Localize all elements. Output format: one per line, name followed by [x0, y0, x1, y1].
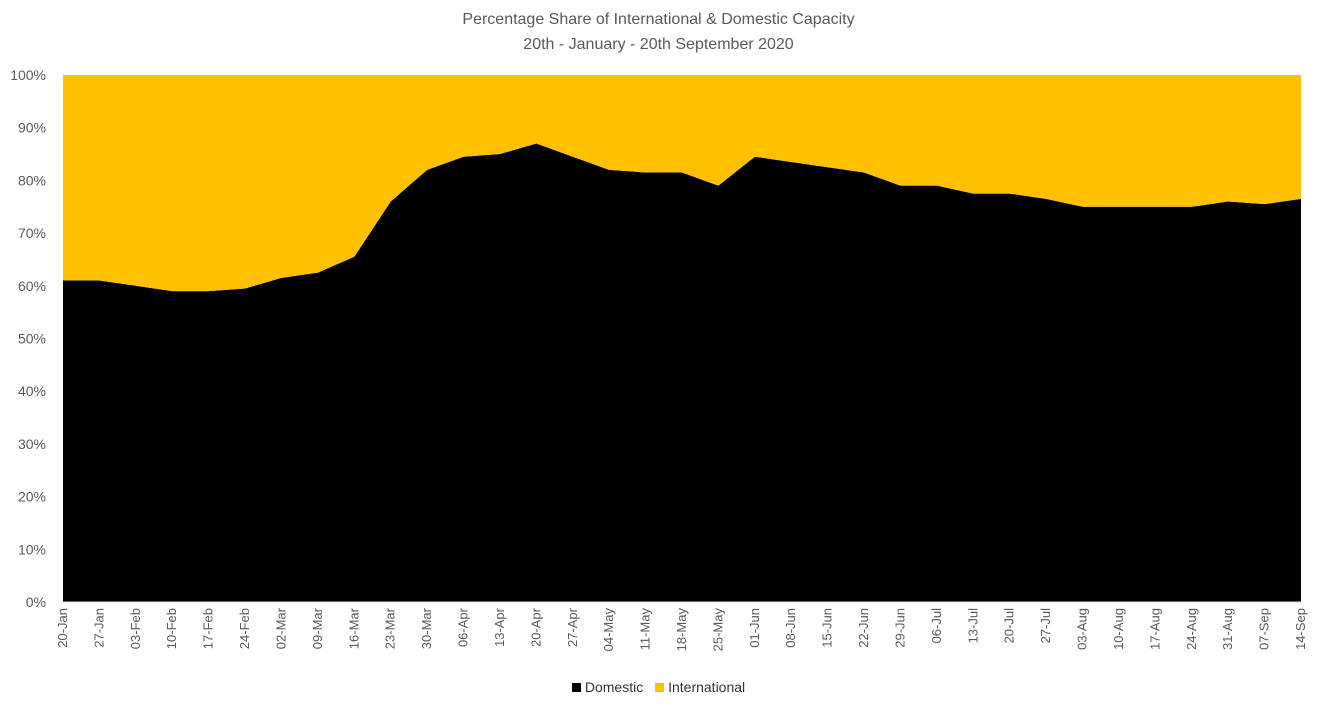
x-tick-label: 23-Mar: [383, 607, 398, 649]
x-tick-label: 24-Aug: [1184, 608, 1199, 650]
x-tick-label: 20-Apr: [528, 607, 543, 647]
x-tick-label: 10-Aug: [1111, 608, 1126, 650]
legend: Domestic International: [0, 679, 1317, 695]
x-tick-label: 06-Apr: [456, 607, 471, 647]
x-tick-label: 06-Jul: [929, 608, 944, 644]
y-tick-label: 10%: [18, 541, 46, 557]
y-tick-label: 20%: [18, 489, 46, 505]
x-tick-label: 16-Mar: [346, 607, 361, 649]
legend-swatch-domestic: [571, 682, 581, 692]
x-tick-label: 17-Aug: [1147, 608, 1162, 650]
legend-swatch-international: [655, 682, 665, 692]
x-tick-label: 07-Sep: [1257, 608, 1272, 650]
x-tick-label: 14-Sep: [1293, 608, 1308, 650]
y-tick-label: 30%: [18, 436, 46, 452]
x-tick-label: 08-Jun: [783, 608, 798, 648]
y-tick-label: 50%: [18, 331, 46, 347]
y-tick-label: 60%: [18, 278, 46, 294]
y-tick-label: 70%: [18, 225, 46, 241]
legend-item-international: International: [655, 679, 745, 695]
x-tick-label: 13-Apr: [492, 607, 507, 647]
x-tick-label: 22-Jun: [856, 608, 871, 648]
chart-subtitle: 20th - January - 20th September 2020: [523, 36, 794, 53]
area-domestic: [63, 143, 1301, 602]
x-tick-label: 17-Feb: [201, 608, 216, 649]
x-tick-label: 31-Aug: [1220, 608, 1235, 650]
y-tick-label: 0%: [26, 594, 46, 610]
x-tick-label: 03-Feb: [128, 608, 143, 649]
x-tick-label: 13-Jul: [965, 608, 980, 644]
x-tick-label: 02-Mar: [273, 607, 288, 649]
y-tick-label: 100%: [10, 67, 46, 83]
x-tick-label: 11-May: [638, 608, 653, 651]
x-tick-label: 30-Mar: [419, 607, 434, 649]
chart-title: Percentage Share of International & Dome…: [462, 11, 855, 28]
x-tick-label: 27-Jul: [1038, 608, 1053, 644]
x-tick-label: 25-May: [710, 608, 725, 652]
y-tick-label: 40%: [18, 383, 46, 399]
x-tick-label: 04-May: [601, 608, 616, 652]
x-tick-label: 27-Apr: [565, 607, 580, 647]
x-tick-label: 27-Jan: [91, 608, 106, 648]
x-tick-label: 01-Jun: [747, 608, 762, 648]
area-international: [63, 75, 1301, 292]
x-tick-label: 24-Feb: [237, 608, 252, 649]
y-tick-label: 80%: [18, 172, 46, 188]
x-tick-label: 18-May: [674, 608, 689, 652]
x-tick-label: 10-Feb: [164, 608, 179, 649]
x-tick-label: 09-Mar: [310, 607, 325, 649]
x-tick-label: 29-Jun: [892, 608, 907, 648]
x-tick-label: 15-Jun: [820, 608, 835, 648]
x-tick-label: 20-Jul: [1002, 608, 1017, 644]
x-tick-label: 03-Aug: [1075, 608, 1090, 650]
legend-label-domestic: Domestic: [584, 679, 644, 695]
legend-item-domestic: Domestic: [571, 679, 644, 695]
x-tick-label: 20-Jan: [55, 608, 70, 648]
legend-label-international: International: [668, 679, 746, 695]
y-tick-label: 90%: [18, 120, 46, 136]
